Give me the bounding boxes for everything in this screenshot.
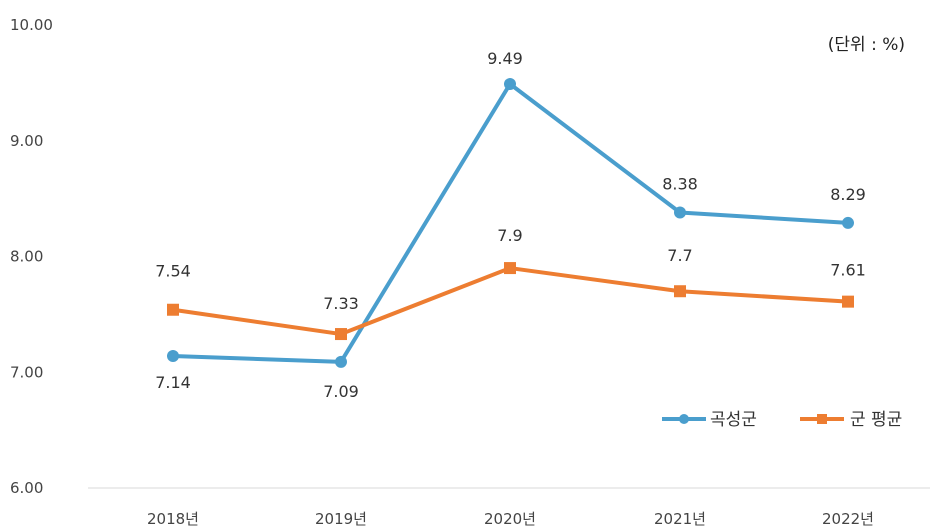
data-label: 7.9 bbox=[497, 226, 522, 245]
x-tick-label: 2019년 bbox=[315, 510, 367, 528]
y-tick-label: 9.00 bbox=[10, 132, 43, 150]
data-label: 7.54 bbox=[155, 262, 191, 281]
y-tick-label: 8.00 bbox=[10, 248, 43, 266]
data-point bbox=[335, 328, 347, 341]
data-point bbox=[674, 285, 686, 298]
y-tick-label: 7.00 bbox=[10, 363, 43, 381]
legend-marker bbox=[679, 414, 689, 424]
data-point bbox=[335, 355, 347, 368]
data-label: 7.7 bbox=[667, 246, 692, 265]
x-tick-label: 2021년 bbox=[654, 510, 706, 528]
series-line bbox=[171, 82, 850, 364]
x-tick-label: 2018년 bbox=[147, 510, 199, 528]
data-label: 8.29 bbox=[830, 185, 866, 204]
series-line bbox=[171, 266, 850, 337]
data-point bbox=[167, 350, 179, 363]
data-point bbox=[674, 206, 686, 219]
y-tick-label: 10.00 bbox=[10, 16, 53, 34]
y-tick-label: 6.00 bbox=[10, 479, 43, 497]
data-point bbox=[842, 295, 854, 308]
data-point bbox=[504, 78, 516, 91]
data-label: 7.61 bbox=[830, 261, 866, 280]
legend-label: 군 평균 bbox=[850, 410, 902, 430]
legend-label: 곡성군 bbox=[710, 410, 757, 430]
data-label: 7.14 bbox=[155, 373, 191, 392]
data-point bbox=[504, 262, 516, 275]
x-tick-label: 2020년 bbox=[484, 510, 536, 528]
data-point bbox=[842, 216, 854, 229]
y-axis: 6.00 7.00 8.00 9.00 10.00 bbox=[10, 16, 53, 497]
x-tick-label: 2022년 bbox=[822, 510, 874, 528]
unit-label: (단위 : %) bbox=[828, 35, 905, 55]
data-point bbox=[167, 303, 179, 316]
legend-item: 곡성군 bbox=[662, 410, 757, 430]
data-label: 8.38 bbox=[662, 175, 698, 194]
series-layer bbox=[167, 78, 854, 368]
legend-marker bbox=[817, 414, 827, 424]
x-axis: 2018년 2019년 2020년 2021년 2022년 bbox=[88, 487, 930, 528]
legend-item: 군 평균 bbox=[800, 410, 902, 430]
data-label: 7.09 bbox=[323, 382, 359, 401]
data-label: 9.49 bbox=[487, 49, 523, 68]
data-labels: 7.14 7.09 9.49 8.38 8.29 7.54 7.33 7.9 7.7 7.61 bbox=[155, 49, 866, 401]
legend: 곡성군 군 평균 bbox=[662, 410, 902, 430]
data-label: 7.33 bbox=[323, 294, 359, 313]
